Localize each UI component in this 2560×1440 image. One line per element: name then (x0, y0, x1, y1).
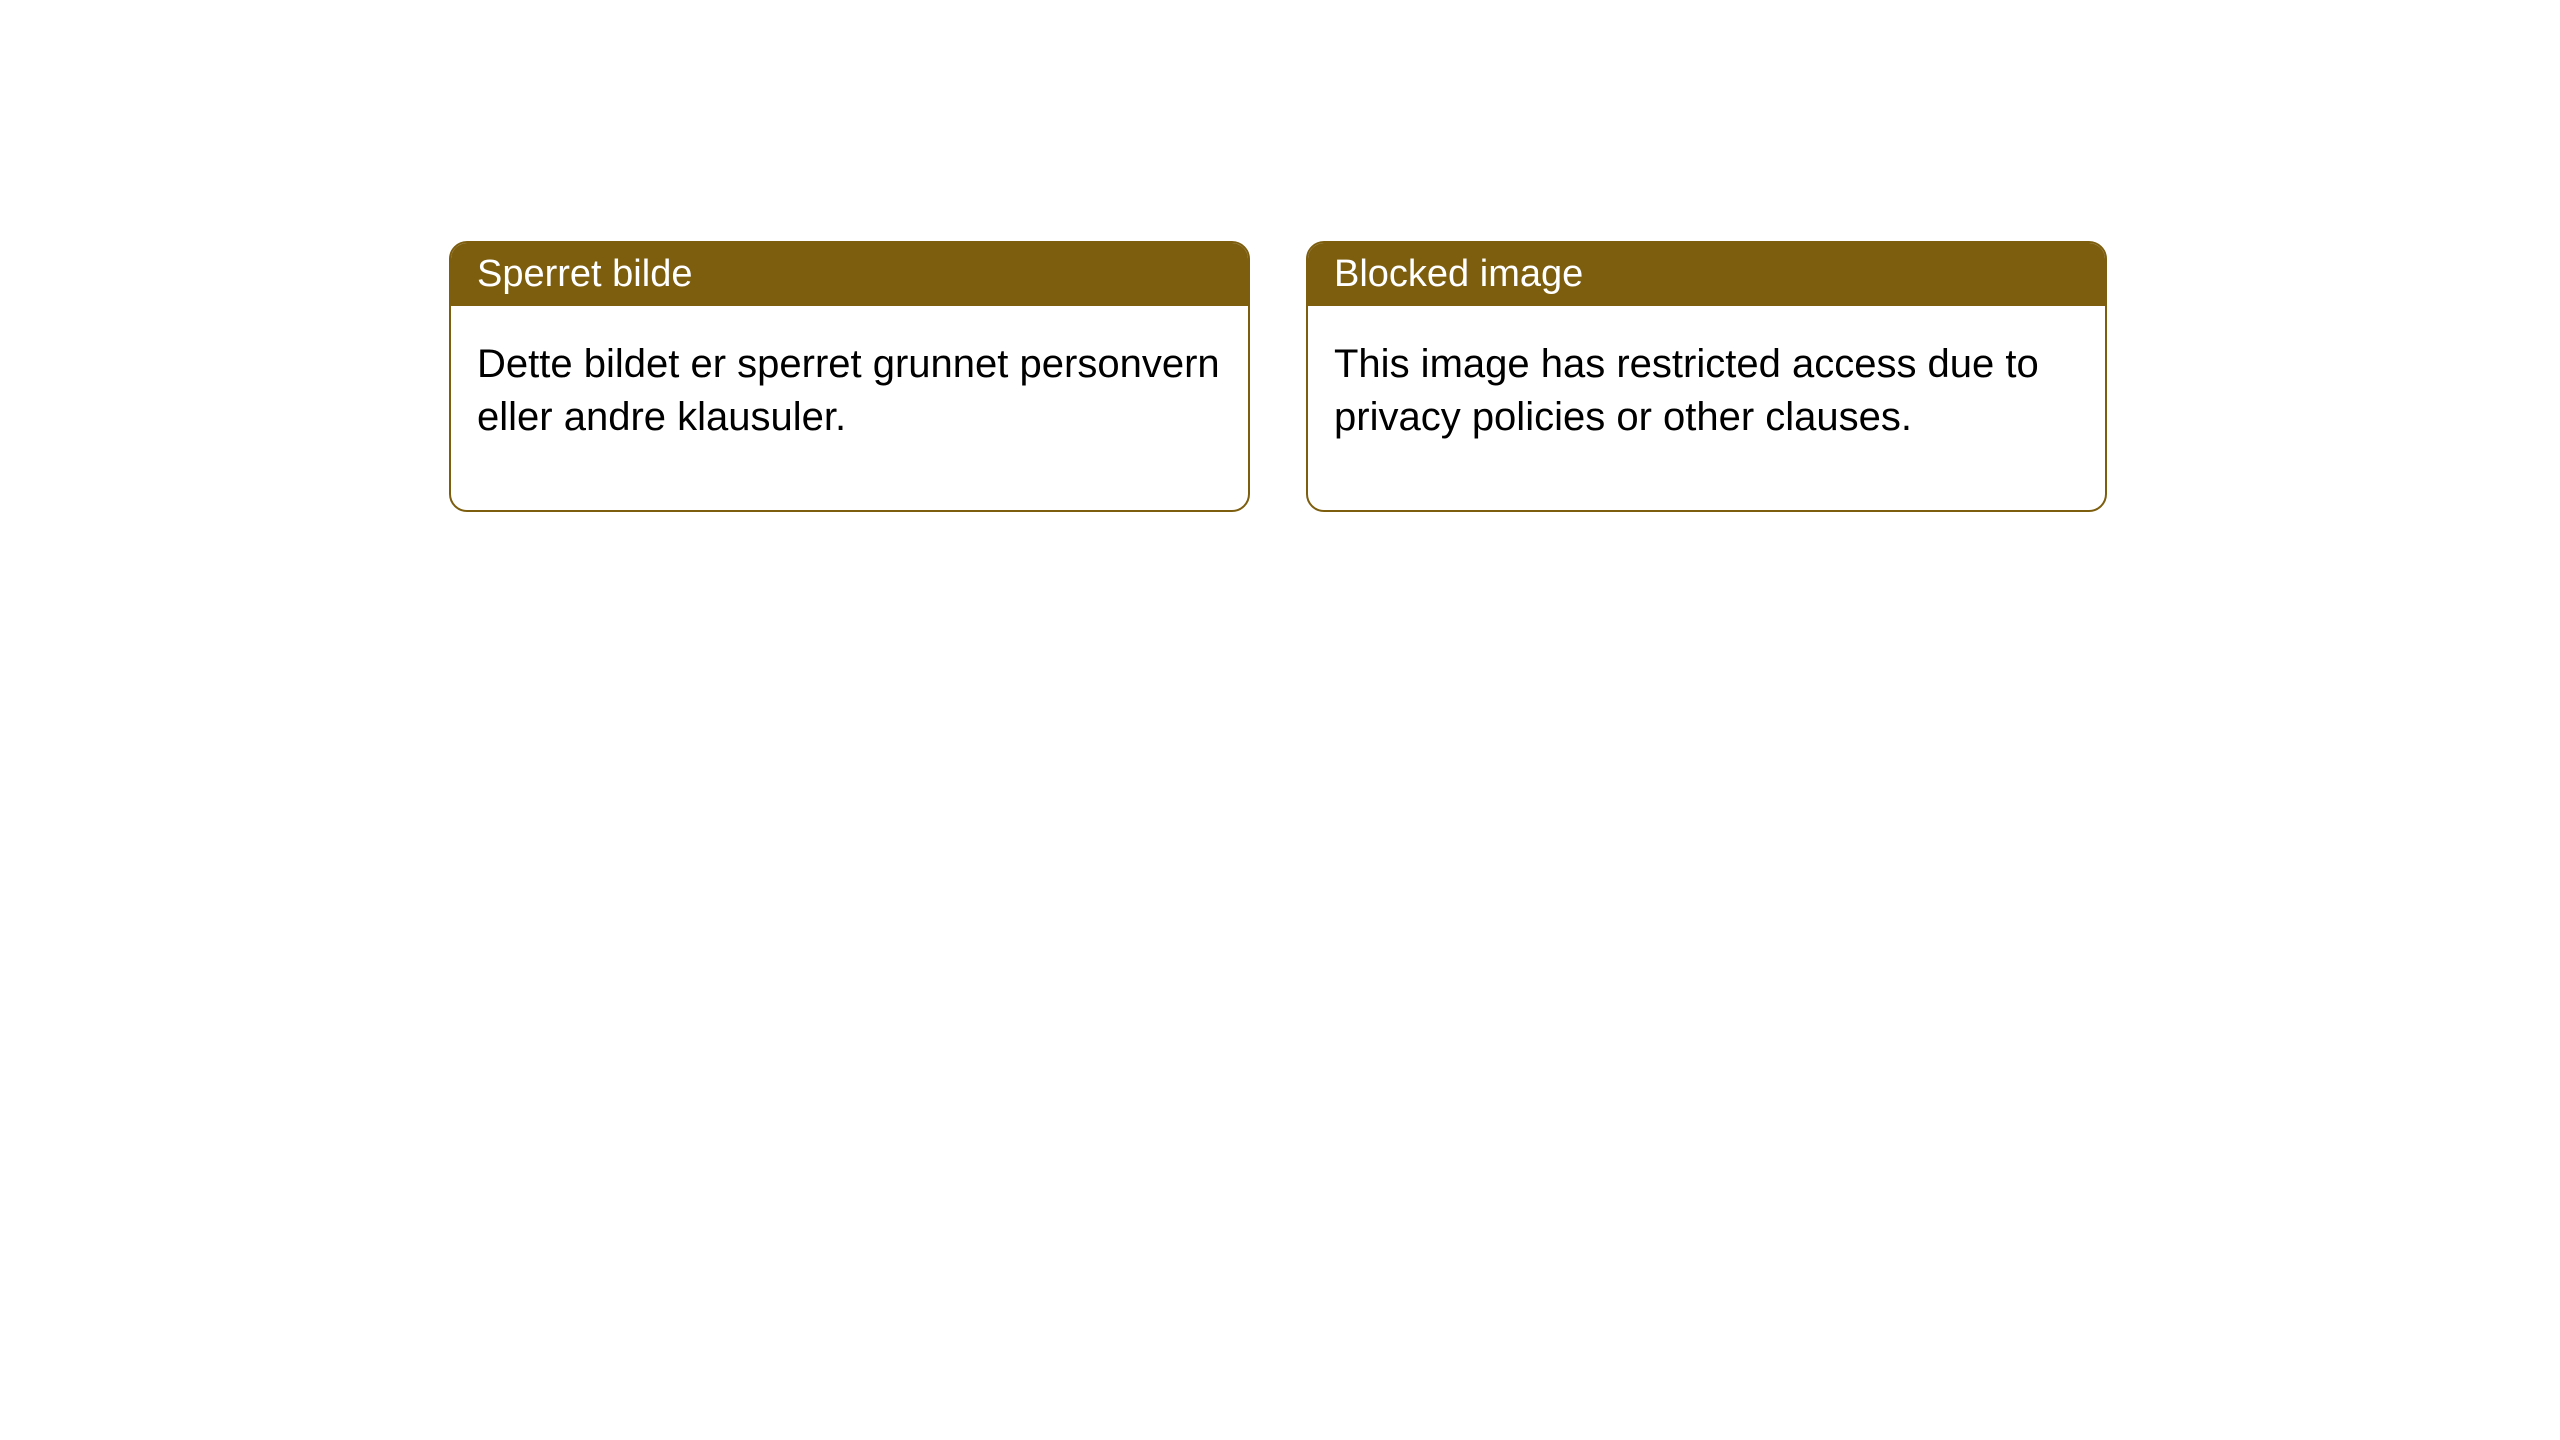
card-body: Dette bildet er sperret grunnet personve… (451, 306, 1248, 510)
notice-card-english: Blocked image This image has restricted … (1306, 241, 2107, 512)
card-header-text: Blocked image (1334, 253, 1583, 295)
card-header-text: Sperret bilde (477, 253, 692, 295)
notice-card-norwegian: Sperret bilde Dette bildet er sperret gr… (449, 241, 1250, 512)
card-header: Sperret bilde (451, 243, 1248, 306)
card-header: Blocked image (1308, 243, 2105, 306)
card-body-text: Dette bildet er sperret grunnet personve… (477, 342, 1220, 439)
card-body: This image has restricted access due to … (1308, 306, 2105, 510)
card-body-text: This image has restricted access due to … (1334, 342, 2039, 439)
notice-container: Sperret bilde Dette bildet er sperret gr… (449, 241, 2107, 512)
